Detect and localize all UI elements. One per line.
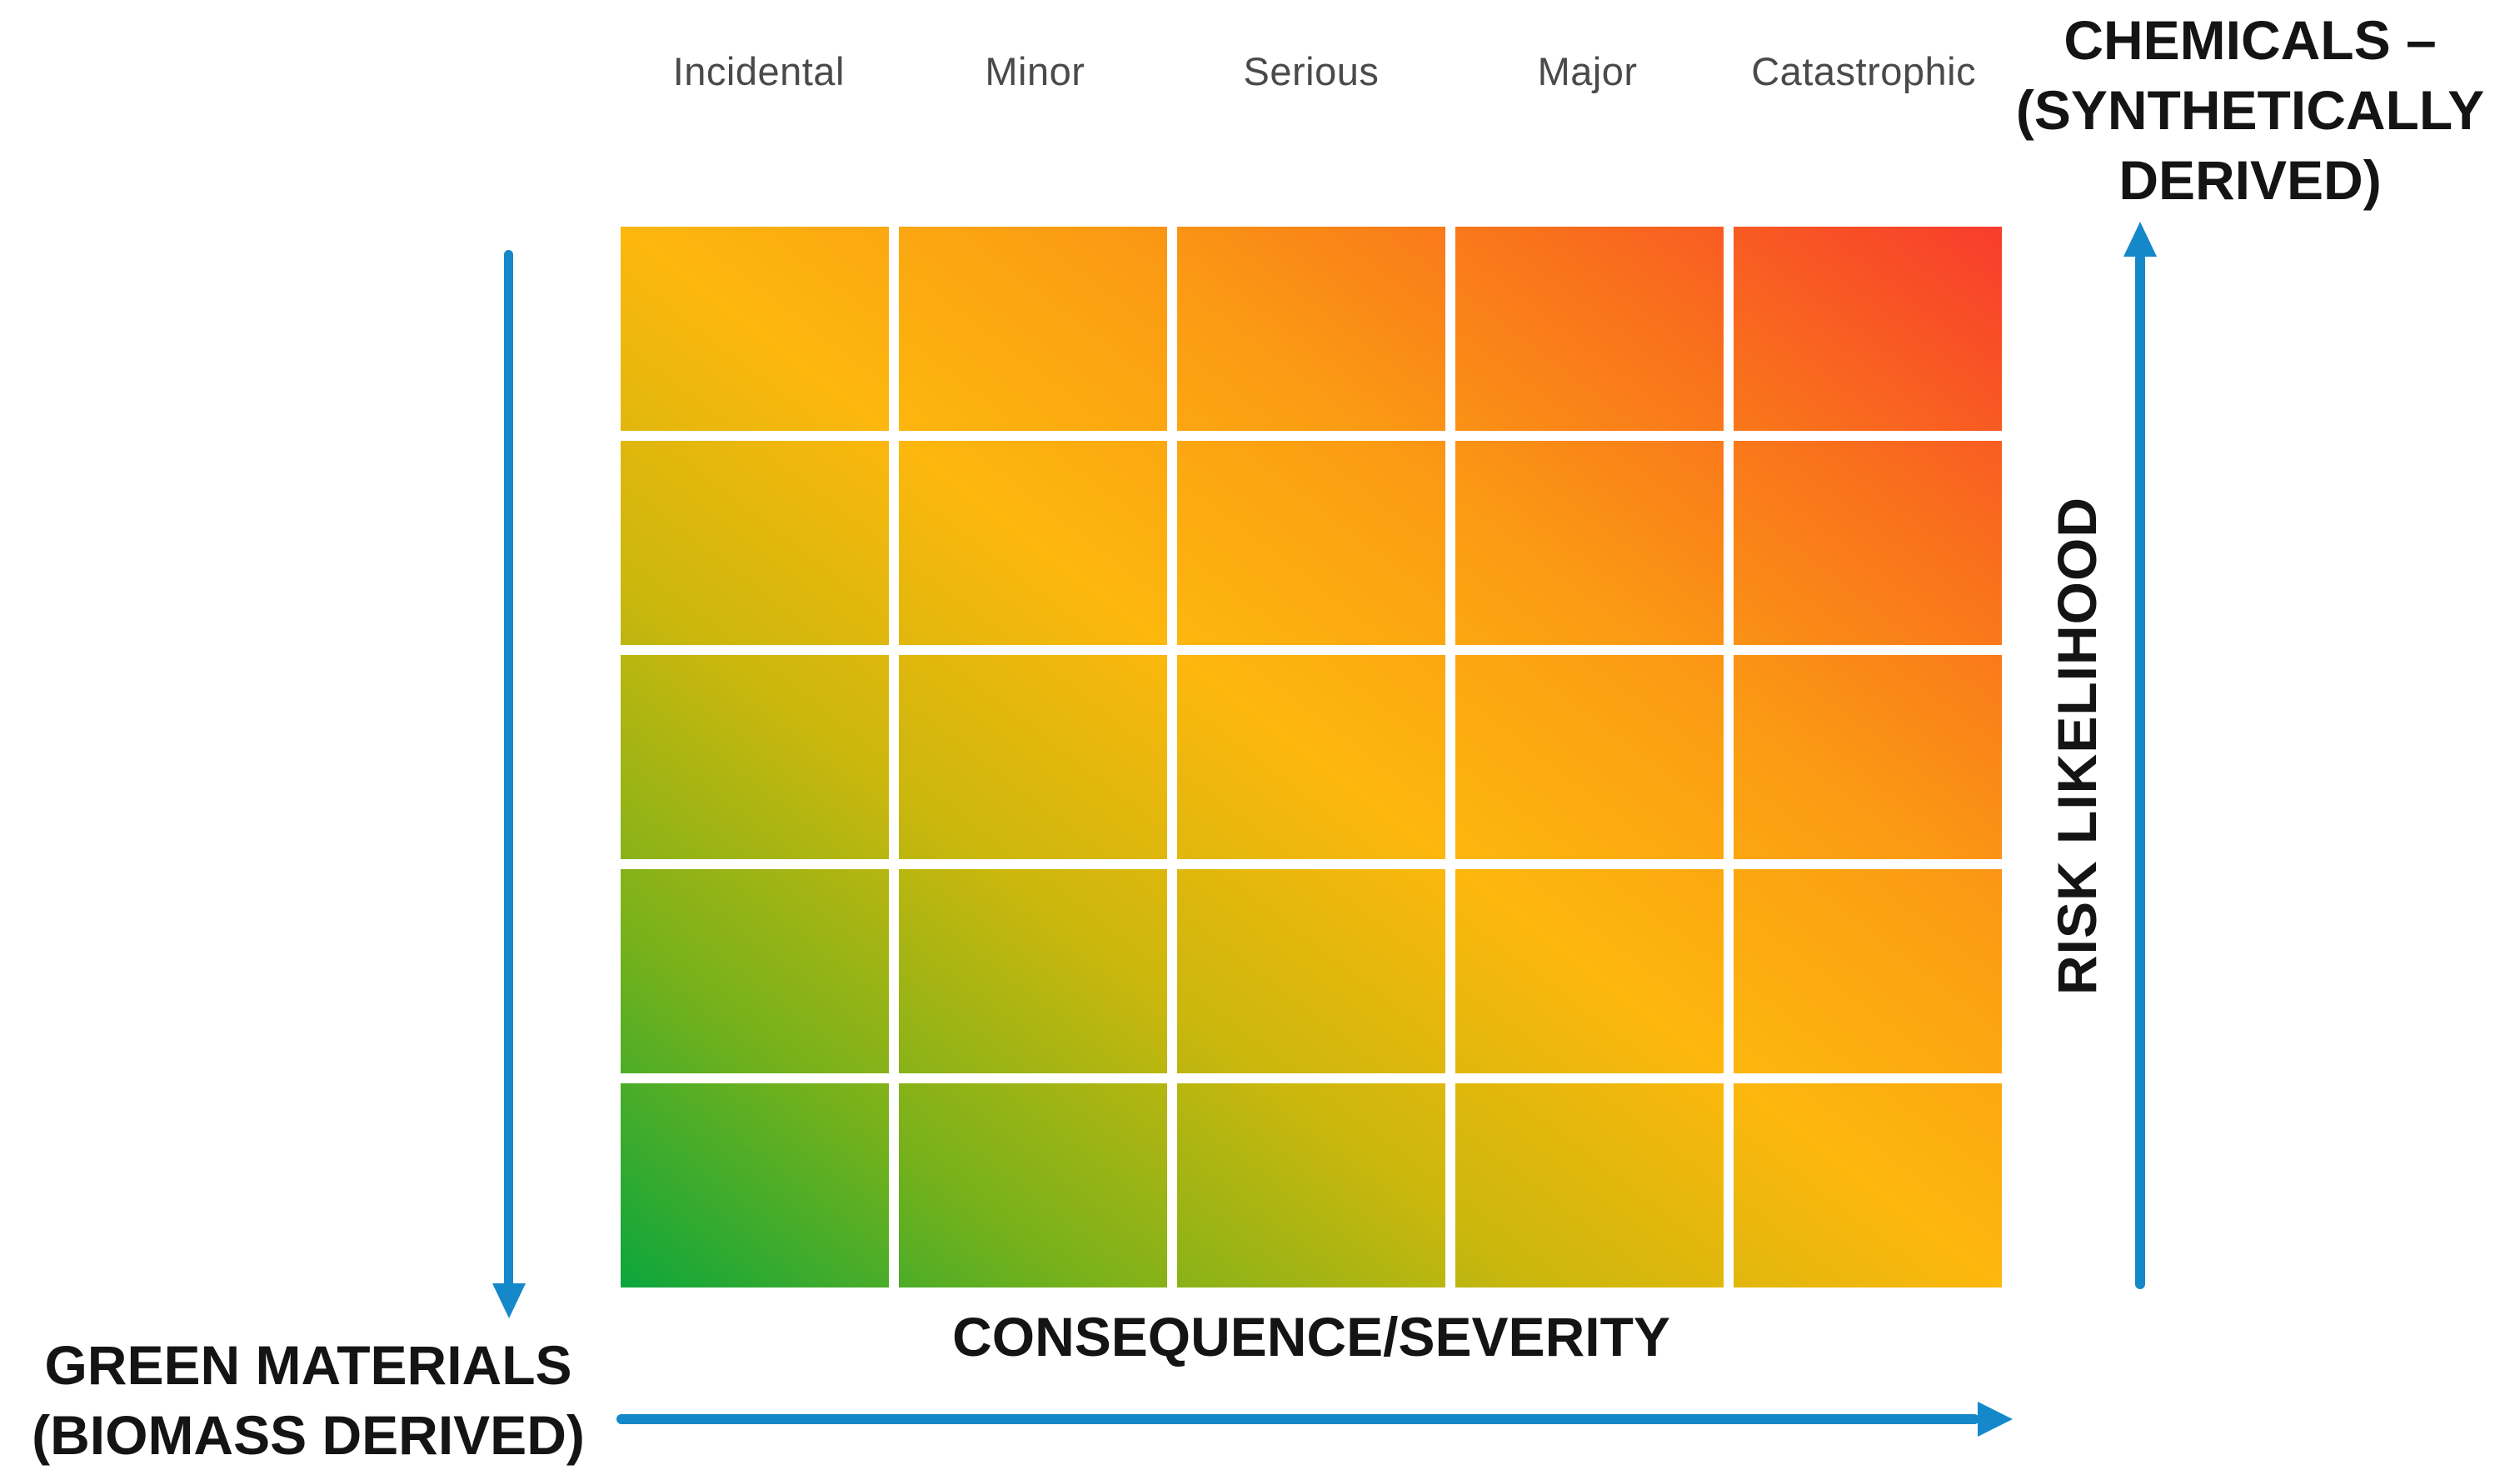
arrow-right-icon — [1978, 1402, 2013, 1437]
gridline-vertical — [1445, 227, 1455, 1288]
green-materials-label: GREEN MATERIALS (BIOMASS DERIVED) — [8, 1330, 608, 1470]
arrow-up-icon — [2123, 222, 2157, 257]
green-materials-label-line: (BIOMASS DERIVED) — [32, 1404, 585, 1466]
y-axis-title: RISK LIKELIHOOD — [2046, 497, 2108, 996]
x-axis-arrow-line — [616, 1414, 1979, 1424]
chemicals-synthetic-label: CHEMICALS – (SYNTHETICALLY DERIVED) — [1987, 5, 2513, 215]
arrow-down-icon — [492, 1283, 526, 1318]
column-header-major: Major — [1537, 49, 1638, 93]
gridline-horizontal — [621, 431, 2002, 441]
chemicals-label-line: CHEMICALS – — [2063, 9, 2437, 71]
gridline-horizontal — [621, 859, 2002, 869]
gridline-vertical — [1724, 227, 1734, 1288]
column-header-catastrophic: Catastrophic — [1751, 49, 1977, 93]
chemicals-label-line: DERIVED) — [2118, 149, 2382, 211]
right-axis-arrow-line — [2135, 253, 2145, 1289]
gridline-horizontal — [621, 645, 2002, 655]
column-header-serious: Serious — [1243, 49, 1380, 93]
column-header-minor: Minor — [985, 49, 1085, 93]
x-axis-title: CONSEQUENCE/SEVERITY — [952, 1306, 1670, 1368]
risk-matrix-grid — [621, 227, 2002, 1288]
gridline-vertical — [889, 227, 899, 1288]
chemicals-label-line: (SYNTHETICALLY — [2015, 79, 2485, 141]
gridline-vertical — [1167, 227, 1177, 1288]
green-materials-label-line: GREEN MATERIALS — [44, 1334, 572, 1396]
column-header-incidental: Incidental — [672, 49, 845, 93]
gridline-horizontal — [621, 1073, 2002, 1083]
left-axis-arrow-line — [504, 250, 513, 1288]
column-headers: Incidental Minor Serious Major Catastrop… — [621, 48, 2002, 94]
